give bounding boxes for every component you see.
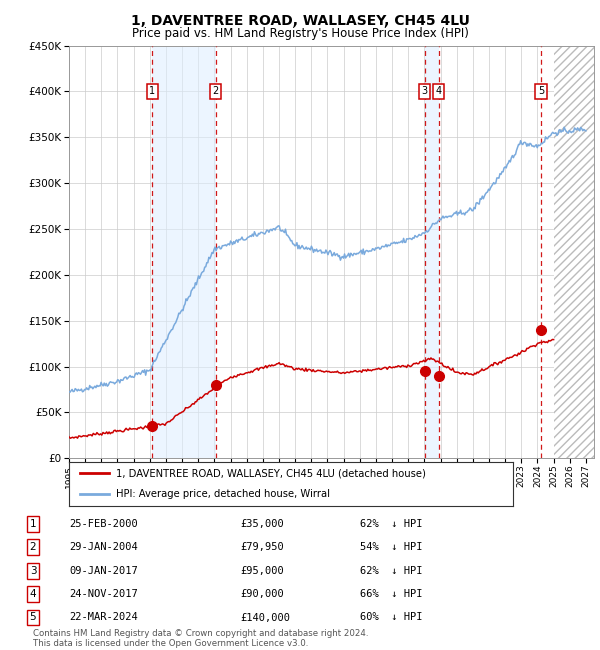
Text: £35,000: £35,000 — [240, 519, 284, 529]
Text: 4: 4 — [436, 86, 442, 96]
Bar — [152, 46, 215, 458]
Text: 3: 3 — [422, 86, 428, 96]
Bar — [554, 46, 594, 458]
Text: 2: 2 — [212, 86, 219, 96]
Text: 22-MAR-2024: 22-MAR-2024 — [69, 612, 138, 623]
Text: 62%  ↓ HPI: 62% ↓ HPI — [360, 566, 422, 576]
Text: 1: 1 — [149, 86, 155, 96]
Text: 54%  ↓ HPI: 54% ↓ HPI — [360, 542, 422, 552]
Text: 1: 1 — [29, 519, 37, 529]
Text: £95,000: £95,000 — [240, 566, 284, 576]
Text: 4: 4 — [29, 589, 37, 599]
Text: 5: 5 — [29, 612, 37, 623]
Text: Contains HM Land Registry data © Crown copyright and database right 2024.
This d: Contains HM Land Registry data © Crown c… — [33, 629, 368, 648]
Text: 25-FEB-2000: 25-FEB-2000 — [69, 519, 138, 529]
Text: 09-JAN-2017: 09-JAN-2017 — [69, 566, 138, 576]
Text: £140,000: £140,000 — [240, 612, 290, 623]
Text: HPI: Average price, detached house, Wirral: HPI: Average price, detached house, Wirr… — [116, 489, 329, 499]
Text: 29-JAN-2004: 29-JAN-2004 — [69, 542, 138, 552]
Text: 60%  ↓ HPI: 60% ↓ HPI — [360, 612, 422, 623]
Text: £79,950: £79,950 — [240, 542, 284, 552]
Text: 2: 2 — [29, 542, 37, 552]
Text: £90,000: £90,000 — [240, 589, 284, 599]
Text: 5: 5 — [538, 86, 544, 96]
Text: 3: 3 — [29, 566, 37, 576]
Text: 66%  ↓ HPI: 66% ↓ HPI — [360, 589, 422, 599]
Text: 62%  ↓ HPI: 62% ↓ HPI — [360, 519, 422, 529]
Bar — [554, 46, 594, 458]
Bar — [425, 46, 439, 458]
Text: 1, DAVENTREE ROAD, WALLASEY, CH45 4LU: 1, DAVENTREE ROAD, WALLASEY, CH45 4LU — [131, 14, 469, 29]
Text: Price paid vs. HM Land Registry's House Price Index (HPI): Price paid vs. HM Land Registry's House … — [131, 27, 469, 40]
Text: 1, DAVENTREE ROAD, WALLASEY, CH45 4LU (detached house): 1, DAVENTREE ROAD, WALLASEY, CH45 4LU (d… — [116, 469, 425, 478]
Text: 24-NOV-2017: 24-NOV-2017 — [69, 589, 138, 599]
